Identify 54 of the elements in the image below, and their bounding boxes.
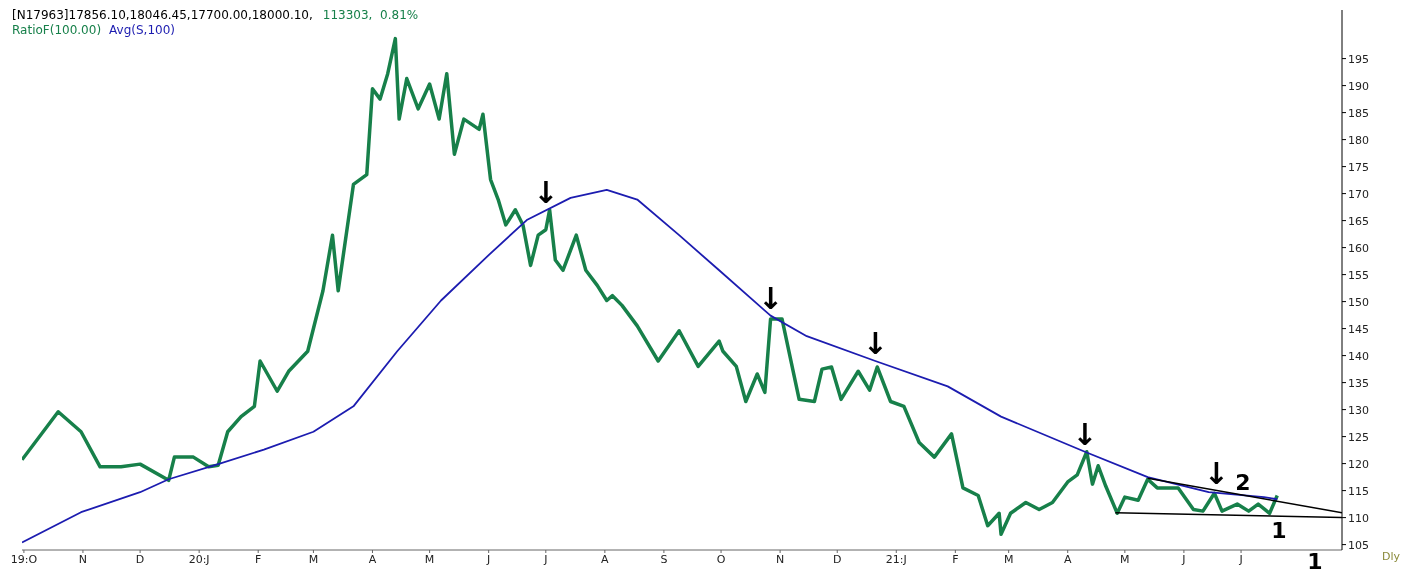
y-tick-label: 110 <box>1348 511 1369 525</box>
text: Avg(S,100) <box>109 23 175 37</box>
annotation: ↓ <box>862 326 888 361</box>
text: RatioF(100.00) <box>12 23 102 37</box>
y-tick-label: 105 <box>1348 538 1369 552</box>
x-tick-label: N <box>775 552 785 566</box>
y-tick-label: 150 <box>1348 295 1369 309</box>
x-tick-label: F <box>255 552 262 566</box>
x-tick-label: 21:J <box>885 552 907 566</box>
x-tick-label: J <box>1238 552 1243 566</box>
y-tick-label: 190 <box>1348 79 1369 93</box>
y-tick-label: 185 <box>1348 106 1369 120</box>
x-tick-label: D <box>135 552 145 566</box>
y-tick-label: 145 <box>1348 322 1369 336</box>
annotation: 1 <box>1271 518 1287 543</box>
annotation: ↓ <box>533 175 559 211</box>
x-tick-label: N <box>78 552 88 566</box>
annotation: 2 <box>1235 470 1251 495</box>
x-tick-label: A <box>368 552 377 566</box>
y-tick-label: 195 <box>1348 52 1369 66</box>
x-tick-label: M <box>424 552 435 566</box>
x-tick-label: D <box>833 552 842 566</box>
annotation: ↓ <box>1072 416 1098 452</box>
annotation: ↓ <box>1203 455 1229 491</box>
y-tick-label: 165 <box>1348 214 1369 228</box>
x-tick-label: M <box>1003 552 1014 566</box>
x-tick-label: S <box>660 552 668 566</box>
x-tick-label: A <box>1063 552 1072 566</box>
x-tick-label: A <box>601 552 610 566</box>
y-tick-label: 155 <box>1348 268 1369 282</box>
y-tick-label: 170 <box>1348 187 1369 201</box>
chart-title: [N17963]17856.10,18046.45,17700.00,18000.10, <box>12 8 313 22</box>
y-tick-label: 130 <box>1348 403 1369 417</box>
annotation: ↓ <box>758 280 784 316</box>
y-tick-label: 160 <box>1348 241 1369 255</box>
x-tick-label: O <box>716 552 726 566</box>
x-tick-label: J <box>1181 552 1186 566</box>
y-tick-label: 135 <box>1348 376 1369 390</box>
y-tick-label: 180 <box>1348 133 1369 147</box>
x-tick-label: M <box>308 552 319 566</box>
x-tick-label: 20:J <box>188 552 210 566</box>
text: Dly <box>1381 550 1401 563</box>
annotation: 1 <box>1307 549 1323 570</box>
x-tick-label: J <box>543 552 548 566</box>
x-tick-label: M <box>1120 552 1130 566</box>
y-tick-label: 125 <box>1348 430 1369 444</box>
y-tick-label: 120 <box>1348 457 1369 471</box>
x-tick-label: F <box>952 552 959 566</box>
x-tick-label: 19:O <box>10 552 38 566</box>
y-tick-label: 140 <box>1348 349 1369 363</box>
x-tick-label: J <box>486 552 491 566</box>
y-tick-label: 115 <box>1348 484 1369 498</box>
y-tick-label: 175 <box>1348 160 1369 174</box>
chart-subtitle: 113303, 0.81% <box>322 8 419 22</box>
